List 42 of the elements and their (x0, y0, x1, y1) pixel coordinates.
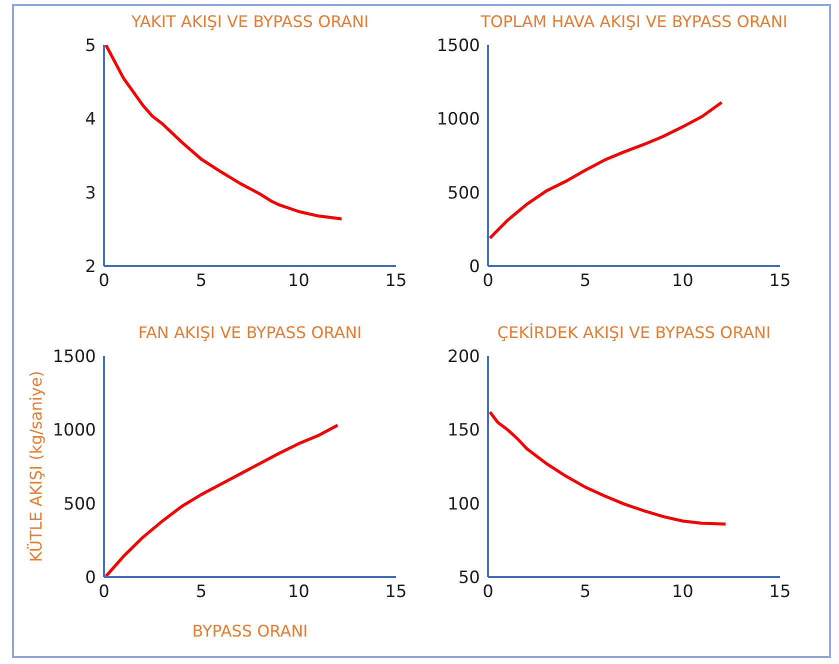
y-tick-label: 100 (448, 494, 480, 514)
x-tick-label: 5 (580, 271, 591, 292)
line-series (104, 45, 343, 220)
x-tick-label: 10 (288, 582, 310, 602)
y-tick-label: 50 (458, 568, 480, 588)
x-tick-label: 0 (98, 582, 110, 602)
y-axis-title: KÜTLE AKIŞI (kg/saniye) (26, 370, 46, 562)
x-tick-label: 0 (482, 271, 494, 292)
y-tick-label: 5 (85, 36, 96, 56)
x-tick-label: 0 (482, 582, 494, 602)
y-tick-label: 1000 (436, 110, 480, 130)
x-tick-label: 10 (672, 271, 694, 292)
line-series (488, 410, 727, 526)
line-series (104, 424, 340, 577)
y-tick-label: 500 (64, 494, 96, 514)
y-tick-label: 2 (85, 257, 96, 278)
chart-title: ÇEKİRDEK AKIŞI VE BYPASS ORANI (496, 323, 772, 342)
x-tick-label: 10 (672, 582, 694, 602)
x-axis-title: BYPASS ORANI (192, 621, 308, 640)
y-tick-label: 200 (448, 347, 480, 368)
x-tick-label: 15 (769, 271, 791, 292)
x-tick-label: 5 (196, 582, 207, 602)
x-tick-label: 10 (288, 271, 310, 292)
chart-title: YAKIT AKIŞI VE BYPASS ORANI (130, 12, 370, 31)
x-tick-label: 15 (385, 271, 407, 292)
chart-title: TOPLAM HAVA AKIŞI VE BYPASS ORANI (480, 12, 788, 31)
y-tick-label: 1500 (52, 347, 96, 368)
y-tick-label: 0 (469, 257, 480, 278)
y-tick-label: 0 (85, 568, 96, 588)
x-tick-label: 0 (98, 271, 110, 292)
x-tick-label: 15 (769, 582, 791, 602)
chart-title: FAN AKIŞI VE BYPASS ORANI (137, 323, 363, 342)
y-tick-label: 1000 (52, 420, 96, 441)
x-tick-label: 5 (580, 582, 591, 602)
x-tick-label: 15 (385, 582, 407, 602)
x-tick-label: 5 (196, 271, 207, 292)
y-tick-label: 1500 (436, 36, 480, 56)
line-series (488, 100, 724, 240)
y-tick-label: 500 (448, 183, 480, 204)
y-tick-label: 3 (85, 183, 96, 204)
y-tick-label: 4 (85, 110, 96, 130)
y-tick-label: 150 (448, 420, 480, 441)
